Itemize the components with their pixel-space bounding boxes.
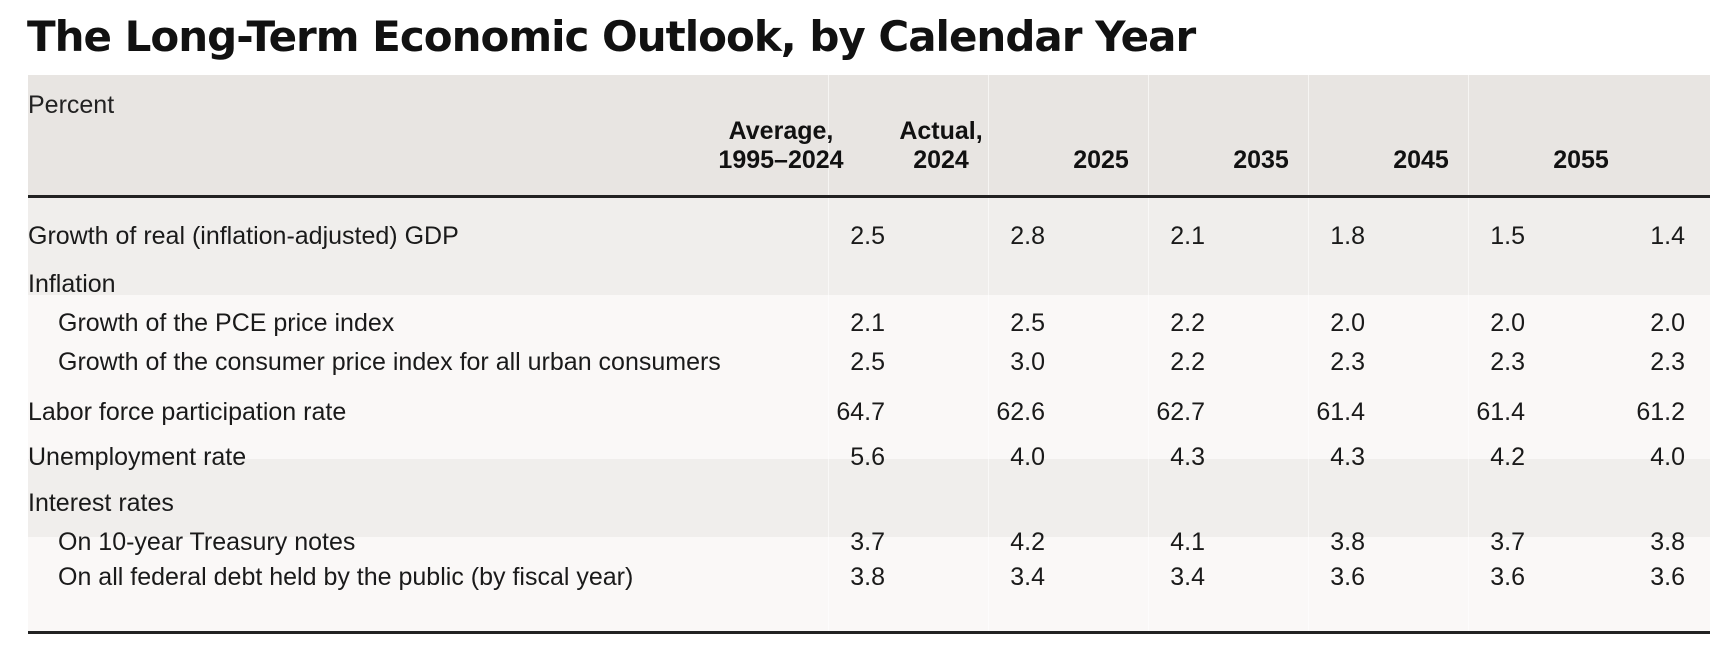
table-cell: 2.8 [1010, 222, 1045, 250]
table-cell: 2.2 [1170, 309, 1205, 337]
column-header-line2: 2024 [913, 146, 969, 174]
table-cell: 3.4 [1170, 563, 1205, 591]
column-header-line1: Actual, [899, 117, 983, 145]
economic-outlook-table: Percent Average, 1995–2024 Actual, 2024 … [28, 75, 1710, 635]
row-label-cpi: Growth of the consumer price index for a… [58, 348, 721, 376]
column-header-average: Average, 1995–2024 [701, 117, 861, 175]
table-cell: 2.2 [1170, 348, 1205, 376]
table-cell: 4.3 [1170, 443, 1205, 471]
table-cell: 61.4 [1316, 398, 1365, 426]
column-divider [1468, 75, 1469, 634]
table-cell: 4.2 [1490, 443, 1525, 471]
column-header-2025: 2025 [1021, 146, 1181, 175]
table-cell: 1.8 [1330, 222, 1365, 250]
section-heading-inflation: Inflation [28, 270, 116, 298]
bottom-rule [28, 631, 1710, 634]
row-band-background [28, 537, 1710, 634]
table-cell: 3.7 [850, 528, 885, 556]
column-header-line2: 2035 [1233, 146, 1289, 174]
table-cell: 2.3 [1490, 348, 1525, 376]
column-header-2055: 2055 [1501, 146, 1661, 175]
column-header-2045: 2045 [1341, 146, 1501, 175]
table-cell: 3.6 [1490, 563, 1525, 591]
table-cell: 5.6 [850, 443, 885, 471]
table-cell: 4.0 [1650, 443, 1685, 471]
table-cell: 2.3 [1330, 348, 1365, 376]
table-cell: 3.8 [1650, 528, 1685, 556]
table-cell: 2.1 [1170, 222, 1205, 250]
table-cell: 1.4 [1650, 222, 1685, 250]
page-title: The Long-Term Economic Outlook, by Calen… [27, 12, 1196, 61]
column-header-line2: 2045 [1393, 146, 1449, 174]
row-label-treasury: On 10-year Treasury notes [58, 528, 356, 556]
table-cell: 3.8 [1330, 528, 1365, 556]
table-cell: 64.7 [836, 398, 885, 426]
column-divider [1148, 75, 1149, 634]
table-cell: 2.1 [850, 309, 885, 337]
table-cell: 61.4 [1476, 398, 1525, 426]
table-cell: 2.5 [1010, 309, 1045, 337]
column-header-actual: Actual, 2024 [861, 117, 1021, 175]
table-cell: 61.2 [1636, 398, 1685, 426]
section-heading-interest-rates: Interest rates [28, 489, 174, 517]
column-divider [988, 75, 989, 634]
row-band-background [28, 295, 1710, 459]
column-header-2035: 2035 [1181, 146, 1341, 175]
table-cell: 4.2 [1010, 528, 1045, 556]
unit-label: Percent [28, 91, 115, 119]
table-cell: 2.0 [1490, 309, 1525, 337]
table-cell: 62.7 [1156, 398, 1205, 426]
table-cell: 2.5 [850, 222, 885, 250]
table-cell: 1.5 [1490, 222, 1525, 250]
header-rule [28, 195, 1710, 198]
table-header-background [28, 75, 1710, 196]
row-label-federal-debt: On all federal debt held by the public (… [58, 563, 634, 591]
column-header-line2: 2055 [1553, 146, 1609, 174]
table-cell: 62.6 [996, 398, 1045, 426]
row-label-labor-force: Labor force participation rate [28, 398, 347, 426]
table-cell: 2.0 [1330, 309, 1365, 337]
row-label-pce: Growth of the PCE price index [58, 309, 395, 337]
column-header-line2: 2025 [1073, 146, 1129, 174]
table-cell: 4.3 [1330, 443, 1365, 471]
table-cell: 3.8 [850, 563, 885, 591]
table-cell: 3.7 [1490, 528, 1525, 556]
table-cell: 3.0 [1010, 348, 1045, 376]
table-cell: 4.1 [1170, 528, 1205, 556]
table-cell: 2.5 [850, 348, 885, 376]
table-cell: 4.0 [1010, 443, 1045, 471]
table-cell: 2.0 [1650, 309, 1685, 337]
column-divider [828, 75, 829, 634]
table-cell: 3.4 [1010, 563, 1045, 591]
table-cell: 2.3 [1650, 348, 1685, 376]
row-label-unemployment: Unemployment rate [28, 443, 247, 471]
column-header-line2: 1995–2024 [718, 146, 844, 174]
column-divider [1308, 75, 1309, 634]
table-cell: 3.6 [1330, 563, 1365, 591]
column-header-line1: Average, [728, 117, 834, 145]
row-label-gdp: Growth of real (inflation-adjusted) GDP [28, 222, 459, 250]
table-cell: 3.6 [1650, 563, 1685, 591]
